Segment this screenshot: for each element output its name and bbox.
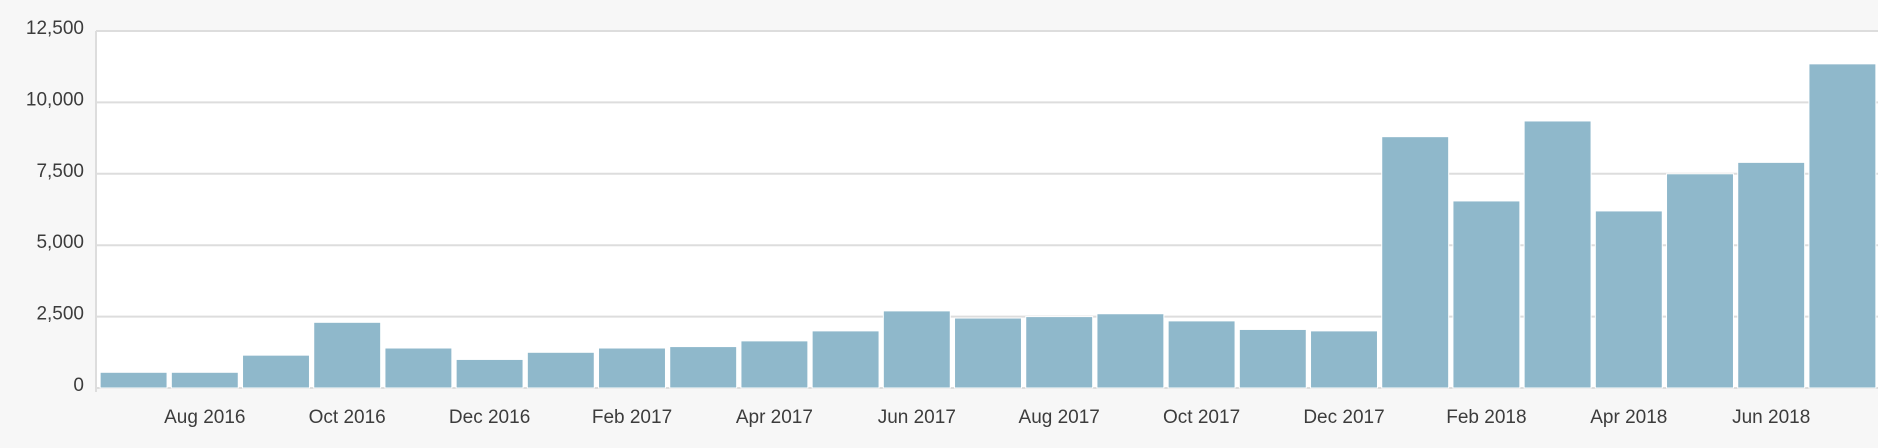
- x-tick-label: Aug 2016: [164, 407, 245, 428]
- bar: [313, 321, 382, 389]
- bar: [1025, 316, 1094, 389]
- x-tick-label: Feb 2017: [592, 407, 672, 428]
- bar: [1523, 120, 1592, 389]
- bar: [526, 351, 595, 389]
- x-tick-label: Apr 2017: [736, 407, 813, 428]
- y-tick-label: 10,000: [26, 89, 84, 110]
- y-tick-label: 5,000: [36, 232, 84, 253]
- bar: [882, 310, 951, 389]
- x-tick-label: Feb 2018: [1446, 407, 1526, 428]
- bar: [242, 354, 310, 389]
- x-tick-label: Jun 2017: [878, 407, 956, 428]
- bar: [455, 358, 524, 389]
- bar: [669, 346, 738, 389]
- x-tick-label: Dec 2016: [449, 407, 530, 428]
- bar: [1310, 330, 1378, 389]
- bar: [740, 340, 809, 389]
- bar: [1666, 173, 1734, 389]
- x-tick-label: Apr 2018: [1590, 407, 1667, 428]
- bar: [1167, 320, 1236, 389]
- y-tick-label: 0: [73, 375, 84, 396]
- bar: [1452, 200, 1521, 389]
- bar: [170, 371, 239, 389]
- x-tick-label: Jun 2018: [1732, 407, 1810, 428]
- bar: [1381, 136, 1450, 389]
- bar: [1594, 210, 1663, 389]
- x-tick-label: Dec 2017: [1303, 407, 1384, 428]
- x-tick-label: Oct 2016: [309, 407, 386, 428]
- y-tick-label: 2,500: [36, 304, 84, 325]
- bar: [1238, 328, 1307, 389]
- bar: [384, 347, 453, 389]
- x-tick-label: Oct 2017: [1163, 407, 1240, 428]
- x-tick-label: Aug 2017: [1019, 407, 1100, 428]
- bar: [598, 347, 666, 389]
- bar: [1737, 161, 1806, 389]
- y-tick-label: 12,500: [26, 18, 84, 39]
- y-tick-label: 7,500: [36, 161, 84, 182]
- bar: [1808, 63, 1877, 389]
- bar: [99, 371, 168, 389]
- bar: [954, 317, 1022, 389]
- bar: [811, 330, 880, 389]
- bar: [1096, 313, 1165, 389]
